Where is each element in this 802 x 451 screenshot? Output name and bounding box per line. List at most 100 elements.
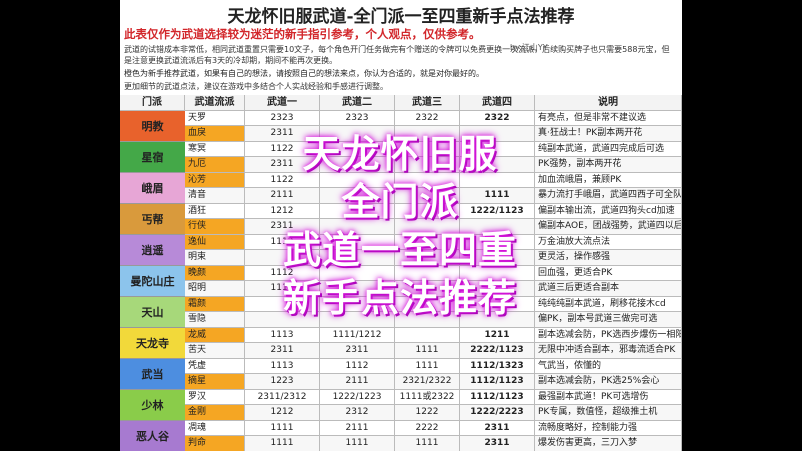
point-code xyxy=(320,203,395,219)
sect: 恶人谷 xyxy=(120,420,185,451)
description: 流畅度略好，控制能力强 xyxy=(535,420,682,436)
table-row: 昭明 1112 武道三后更适合副本 xyxy=(120,281,682,297)
description: 纯纯纯副本武道，刷移花接木cd xyxy=(535,296,682,312)
description: 真·狂战士！PK副本两开花 xyxy=(535,126,682,142)
description: 偏副本AOE，团战强势，武道四以后选手里 xyxy=(535,219,682,235)
table-row: 凋魂 1111 2111 2222 2311 流畅度略好，控制能力强 xyxy=(120,420,682,436)
point-code xyxy=(245,250,320,266)
overlay-line: 武道一至四重 xyxy=(282,228,517,272)
column-header: 武道流派 xyxy=(185,95,245,111)
table-row: 明束 更灵活，操作感强 xyxy=(120,250,682,266)
point-code: 2222/1123 xyxy=(460,343,535,359)
table-row: 判命 1111 1111 1111 2311 爆发伤害更高，三刀入梦 xyxy=(120,436,682,451)
column-header: 武道二 xyxy=(320,95,395,111)
point-code: 1112/1123 xyxy=(460,389,535,405)
point-code xyxy=(395,188,460,204)
point-code: 1222/2223 xyxy=(460,405,535,421)
point-code xyxy=(320,234,395,250)
point-code: 2311 xyxy=(460,436,535,451)
point-code: 1212 xyxy=(245,405,320,421)
school: 龙威 xyxy=(185,327,245,343)
description: 偏副本输出流，武道四狗头cd加速 xyxy=(535,203,682,219)
sheet: 天龙怀旧服武道-全门派一至四重新手点法推荐 此表仅作为武道选择较为迷茫的新手指引… xyxy=(120,0,682,451)
school: 雪隐 xyxy=(185,312,245,328)
table-row: 雪隐 偏PK，副本号武道三做完可选 xyxy=(120,312,682,328)
point-code: 1122 xyxy=(245,141,320,157)
table-row: 晚颜 1112 回血强，更适合PK xyxy=(120,265,682,281)
point-code: 1113 xyxy=(245,358,320,374)
overlay-line: 全门派 xyxy=(341,180,459,224)
table-row: 寒冥 1122 纯副本武道，武道四完成后可选 xyxy=(120,141,682,157)
point-code: 1111 xyxy=(245,420,320,436)
column-header: 门派 xyxy=(120,95,185,111)
school: 九厄 xyxy=(185,157,245,173)
point-code xyxy=(320,296,395,312)
point-code: 2222 xyxy=(395,420,460,436)
table-row: 逸仙 1112 万金油放大流点法 xyxy=(120,234,682,250)
point-code: 2321/2322 xyxy=(395,374,460,390)
point-code xyxy=(460,250,535,266)
description: 气武当，侬懂的 xyxy=(535,358,682,374)
point-code: 1112 xyxy=(245,265,320,281)
title: 天龙怀旧服武道-全门派一至四重新手点法推荐 xyxy=(227,7,575,27)
point-code xyxy=(395,296,460,312)
table-row: 苦天 2311 2311 1111 2222/1123 无限中冲适合副本，邪毒流适合PK xyxy=(120,343,682,359)
point-code xyxy=(395,327,460,343)
point-code: 2311 xyxy=(245,157,320,173)
point-code xyxy=(460,219,535,235)
point-code xyxy=(320,141,395,157)
sect: 星宿 xyxy=(120,141,185,173)
sect: 天山 xyxy=(120,296,185,328)
description: 无限中冲适合副本，邪毒流适合PK xyxy=(535,343,682,359)
description: 万金油放大流点法 xyxy=(535,234,682,250)
school: 金刚 xyxy=(185,405,245,421)
sect: 曼陀山庄 xyxy=(120,265,185,297)
point-code xyxy=(460,172,535,188)
point-code: 2111 xyxy=(320,420,395,436)
description: 回血强，更适合PK xyxy=(535,265,682,281)
school: 清音 xyxy=(185,188,245,204)
school: 凋魂 xyxy=(185,420,245,436)
point-code: 1112/1323 xyxy=(460,358,535,374)
point-code xyxy=(395,172,460,188)
point-code: 1111或2322 xyxy=(395,389,460,405)
point-code xyxy=(460,141,535,157)
sect: 武当 xyxy=(120,358,185,390)
table-row: 酒狂 1212 1222/1123 偏副本输出流，武道四狗头cd加速 xyxy=(120,203,682,219)
point-code: 1122 xyxy=(245,172,320,188)
point-code xyxy=(460,281,535,297)
point-code xyxy=(320,219,395,235)
school: 血戾 xyxy=(185,126,245,142)
school: 霜颜 xyxy=(185,296,245,312)
point-code xyxy=(395,141,460,157)
overlay: 天龙怀旧服 全门派 武道一至四重 新手点法推荐 xyxy=(250,130,550,322)
overlay-line: 天龙怀旧服 xyxy=(302,132,498,176)
column-header: 说明 xyxy=(535,95,682,111)
point-code: 1112/1123 xyxy=(460,374,535,390)
column-header: 武道一 xyxy=(245,95,320,111)
description: 副本选减会防，PK选25%会心 xyxy=(535,374,682,390)
sect: 天龙寺 xyxy=(120,327,185,359)
description: 爆发伤害更高，三刀入梦 xyxy=(535,436,682,451)
point-code: 2323 xyxy=(320,110,395,126)
point-code xyxy=(395,203,460,219)
point-code xyxy=(395,219,460,235)
point-code: 1113 xyxy=(245,327,320,343)
point-code: 2111 xyxy=(245,188,320,204)
point-code: 1112 xyxy=(245,234,320,250)
point-code: 2323 xyxy=(245,110,320,126)
disclaimer: 此表仅作为武道选择较为迷茫的新手指引参考，个人观点，仅供参考。 xyxy=(124,27,481,41)
point-code xyxy=(395,234,460,250)
table-row: 沁芳 1122 加血流峨眉，兼顾PK xyxy=(120,172,682,188)
point-code: 1111 xyxy=(460,188,535,204)
school: 晚颜 xyxy=(185,265,245,281)
point-code xyxy=(460,234,535,250)
point-code xyxy=(395,250,460,266)
point-code xyxy=(395,157,460,173)
point-code: 2311 xyxy=(245,126,320,142)
author: by:江山YY xyxy=(510,43,548,52)
point-code xyxy=(460,157,535,173)
point-code xyxy=(320,265,395,281)
point-code: 2322 xyxy=(395,110,460,126)
